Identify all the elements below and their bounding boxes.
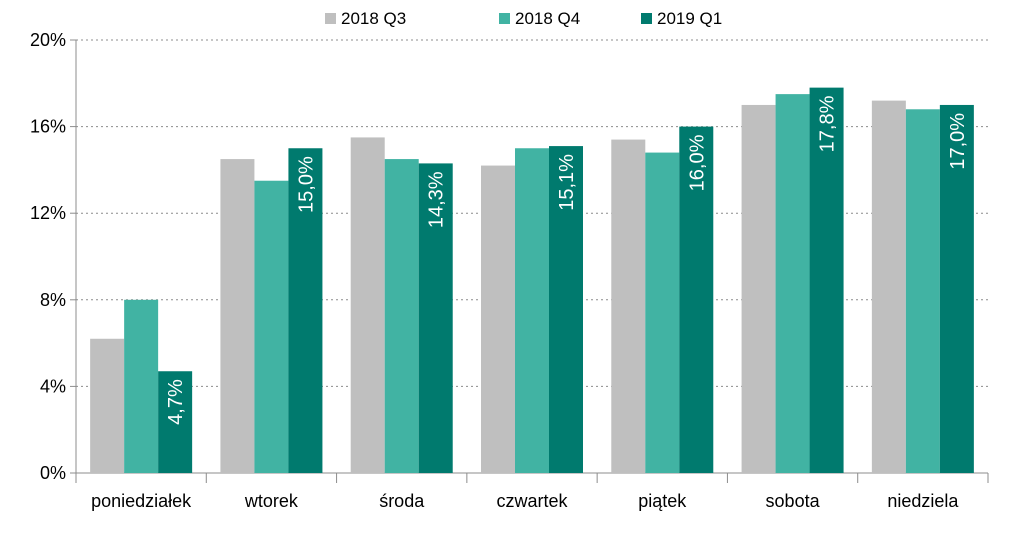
y-tick-label: 16% (30, 117, 66, 137)
bar (549, 146, 583, 473)
x-tick-label: wtorek (244, 491, 299, 511)
y-tick-labels: 0% 4% 8% 12% 16% 20% (30, 30, 66, 483)
data-label: 16,0% (686, 134, 708, 191)
bar (384, 159, 419, 473)
legend-swatch (325, 13, 336, 24)
bar (645, 152, 680, 473)
legend-swatch (499, 13, 510, 24)
bar (809, 87, 844, 473)
bar (871, 100, 906, 474)
x-tick-label: czwartek (496, 491, 568, 511)
y-tick-label: 20% (30, 30, 66, 50)
y-tick-label: 8% (40, 290, 66, 310)
data-label: 17,0% (947, 113, 969, 170)
x-tick-labels: poniedziałek wtorek środa czwartek piątek sob… (91, 491, 959, 511)
y-tick-label: 0% (40, 463, 66, 483)
y-tick-label: 12% (30, 203, 66, 223)
bar (254, 180, 289, 473)
bar (124, 299, 159, 473)
bar (418, 163, 453, 473)
data-label: 15,1% (556, 154, 578, 211)
legend-swatch (641, 13, 652, 24)
data-labels: 4,7% 15,0% 14,3% 15,1% 16,0% 17,8% 17,0% (165, 95, 969, 424)
bar (679, 126, 714, 473)
legend: 2018 Q3 2018 Q4 2019 Q1 (325, 9, 722, 28)
bar (905, 109, 940, 473)
bars (90, 87, 974, 474)
x-tick-label: piątek (638, 491, 687, 511)
bar (741, 104, 776, 473)
x-tick-label: poniedziałek (91, 491, 192, 511)
bar (481, 165, 515, 473)
y-tick-label: 4% (40, 376, 66, 396)
bar (515, 148, 549, 473)
bar (611, 139, 646, 473)
bar (288, 148, 323, 473)
bar (220, 159, 255, 473)
bar (90, 338, 125, 473)
data-label: 4,7% (165, 379, 187, 425)
bar (939, 104, 974, 473)
x-tick-label: sobota (766, 491, 821, 511)
data-label: 14,3% (426, 171, 448, 228)
legend-label: 2018 Q4 (515, 9, 580, 28)
legend-label: 2018 Q3 (341, 9, 406, 28)
bar (775, 94, 810, 473)
x-tick-label: środa (379, 491, 425, 511)
data-label: 17,8% (817, 95, 839, 152)
x-tick-label: niedziela (887, 491, 959, 511)
bar (158, 371, 193, 473)
data-label: 15,0% (295, 156, 317, 213)
bar (350, 137, 385, 474)
legend-label: 2019 Q1 (657, 9, 722, 28)
